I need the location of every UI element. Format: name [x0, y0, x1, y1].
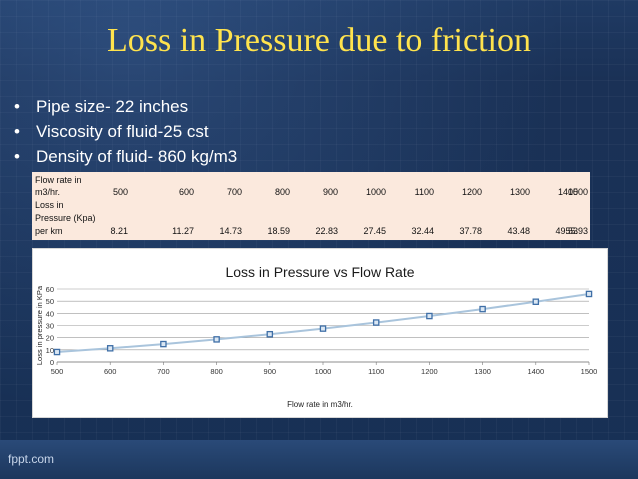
data-point [319, 325, 327, 332]
table-cell-loss: 22.83 [315, 226, 338, 236]
bullet-marker: • [14, 122, 20, 141]
bullet-item: • Viscosity of fluid-25 cst [14, 119, 237, 144]
x-tick-label: 800 [210, 367, 223, 376]
x-tick-label: 900 [264, 367, 277, 376]
table-cell-flow-rate: 1300 [509, 187, 530, 197]
bullet-marker: • [14, 97, 20, 116]
table-cell-loss: 14.73 [219, 226, 242, 236]
x-tick-label: 1400 [527, 367, 544, 376]
table-cell-flow-rate: 900 [322, 187, 338, 197]
table-cell-loss: 18.59 [267, 226, 290, 236]
data-point [585, 290, 593, 298]
x-tick-label: 700 [157, 367, 170, 376]
bullet-item: • Density of fluid- 860 kg/m3 [14, 144, 237, 169]
chart-title: Loss in Pressure vs Flow Rate [225, 264, 414, 280]
table-cell-loss: 55.93 [565, 226, 588, 236]
data-point [106, 345, 114, 352]
y-tick-label: 40 [46, 309, 54, 318]
table-cell-loss: 37.78 [459, 226, 482, 236]
bullet-item: • Pipe size- 22 inches [14, 94, 237, 119]
y-tick-label: 0 [50, 358, 54, 367]
table-cell-loss: 43.48 [507, 226, 530, 236]
x-tick-label: 1000 [315, 367, 332, 376]
bullet-text-density: Density of fluid- 860 kg/m3 [36, 147, 238, 166]
data-point [213, 336, 220, 343]
x-tick-label: 500 [51, 367, 64, 376]
footer-bar [0, 440, 638, 479]
data-point [372, 319, 380, 326]
bullet-marker: • [14, 147, 20, 166]
table-label-loss-line3: per km [35, 226, 63, 236]
table-cell-loss: 27.45 [363, 226, 386, 236]
x-tick-label: 1200 [421, 367, 438, 376]
x-tick-label: 600 [104, 367, 117, 376]
y-tick-label: 20 [46, 334, 54, 343]
table-cell-flow-rate: 1500 [567, 187, 588, 197]
table-cell-loss: 11.27 [172, 226, 194, 236]
y-tick-label: 60 [46, 285, 54, 294]
series-line [56, 292, 590, 354]
x-tick-label: 1100 [368, 367, 384, 376]
data-point [479, 305, 486, 313]
table-cell-loss: 8.21 [110, 226, 128, 236]
chart: Loss in Pressure vs Flow Rate 0 10 20 30 40 50… [35, 264, 598, 409]
x-tick-label: 1500 [581, 367, 598, 376]
table-cell-flow-rate: 1000 [365, 187, 386, 197]
footer-brand: fppt.com [8, 452, 55, 466]
y-axis-label: Loss in pressure in KPa [35, 285, 44, 365]
data-point [266, 330, 274, 338]
data-point [160, 340, 167, 348]
table-cell-flow-rate: 500 [112, 187, 128, 197]
bullet-list: • Pipe size- 22 inches • Viscosity of flui… [14, 94, 237, 169]
table-cell-flow-rate: 1200 [461, 187, 482, 197]
table-cell-flow-rate: 700 [226, 187, 242, 197]
table-label-loss-line2: Pressure (Kpa) [35, 213, 96, 223]
table-cell-flow-rate: 600 [178, 187, 194, 197]
slide-title: Loss in Pressure due to friction [107, 22, 531, 59]
table-label-flow-rate-line2: m3/hr. [35, 187, 61, 197]
table-cell-flow-rate: 800 [274, 187, 290, 197]
bullet-text-pipe-size: Pipe size- 22 inches [36, 97, 189, 116]
data-point [53, 348, 61, 356]
table-cell-flow-rate: 1400 [557, 187, 578, 197]
table-label-loss-line1: Loss in [35, 200, 64, 210]
y-tick-label: 10 [46, 346, 54, 355]
data-point [426, 312, 433, 320]
x-tick-label: 1300 [474, 367, 491, 376]
data-table: Flow rate in m3/hr. Loss in Pressure (Kp… [32, 172, 590, 240]
x-axis-label: Flow rate in m3/hr. [287, 400, 353, 409]
table-cell-flow-rate: 1100 [414, 187, 434, 197]
data-point [532, 298, 540, 305]
y-tick-label: 30 [46, 322, 54, 331]
chart-panel: Loss in Pressure vs Flow Rate 0 10 20 30 40 50… [32, 248, 608, 418]
bullet-text-viscosity: Viscosity of fluid-25 cst [36, 122, 209, 141]
table-cell-loss: 49.53 [555, 226, 578, 236]
table-label-flow-rate-line1: Flow rate in [35, 175, 82, 185]
y-tick-label: 50 [46, 297, 54, 306]
table-cell-loss: 32.44 [411, 226, 434, 236]
